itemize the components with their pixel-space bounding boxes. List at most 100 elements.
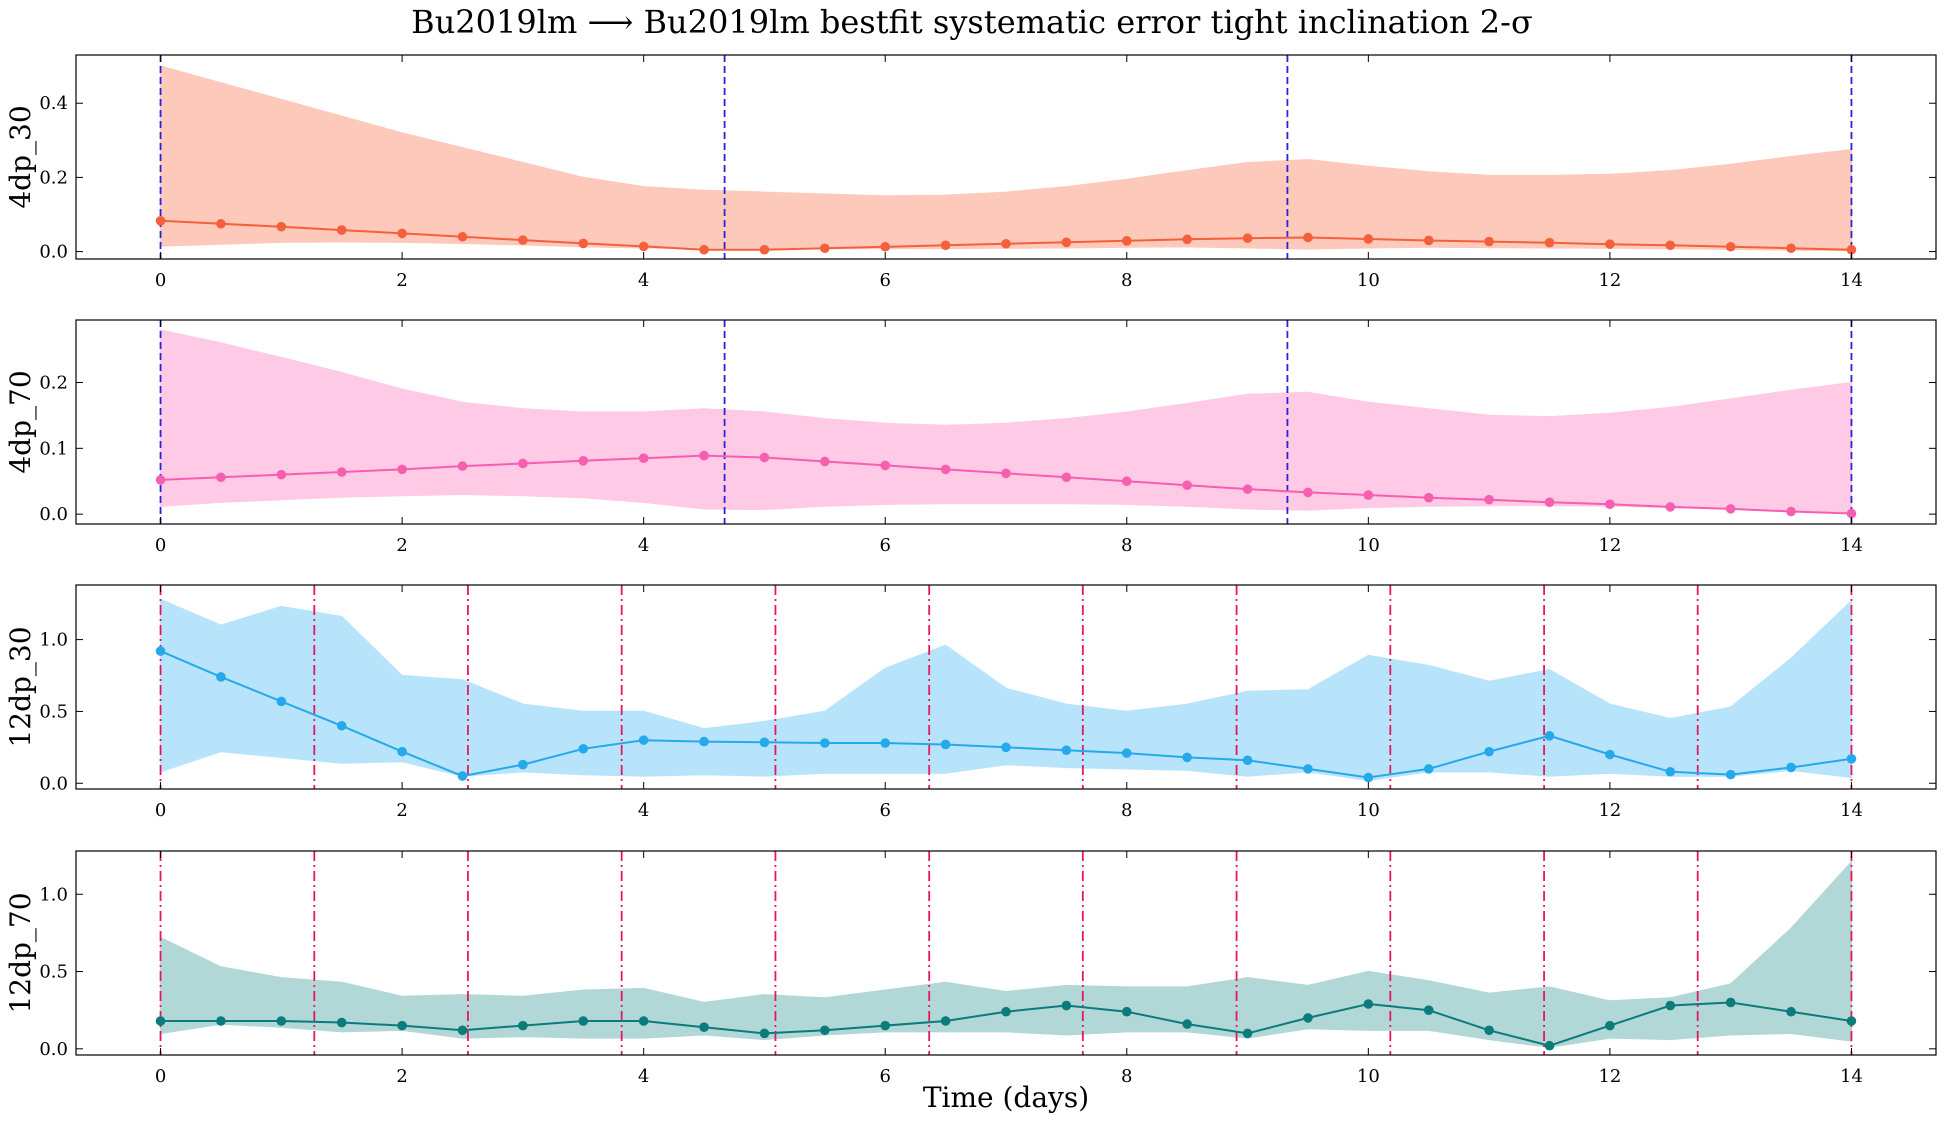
data-point [1121, 748, 1132, 758]
data-point [1121, 476, 1132, 487]
y-tick-label: 0.2 [39, 167, 68, 188]
data-point [1001, 468, 1011, 479]
data-point [578, 743, 589, 754]
data-point [578, 1016, 589, 1026]
data-point [880, 460, 891, 471]
x-tick-label: 2 [396, 535, 407, 556]
data-point [1363, 490, 1374, 500]
x-tick-label: 12 [1598, 800, 1621, 821]
data-point [336, 467, 347, 477]
data-point [1182, 752, 1192, 763]
x-tick-label: 10 [1357, 535, 1380, 556]
data-point [1242, 233, 1253, 244]
data-point [638, 241, 649, 252]
data-point [1725, 241, 1736, 252]
data-point [1665, 240, 1676, 251]
x-tick-label: 2 [396, 1066, 407, 1087]
data-point [276, 1016, 287, 1026]
data-point [1363, 999, 1374, 1009]
x-tick-label: 12 [1598, 1066, 1621, 1087]
data-point [1725, 769, 1736, 780]
x-tick-label: 14 [1840, 535, 1863, 556]
data-point [155, 1016, 166, 1026]
data-point [578, 238, 589, 249]
data-point [457, 1025, 468, 1036]
y-tick-label: 1.0 [39, 884, 68, 905]
x-tick-label: 8 [1121, 1066, 1132, 1087]
x-tick-label: 6 [879, 800, 890, 821]
data-point [940, 1016, 951, 1026]
y-tick-label: 0.0 [39, 242, 68, 263]
x-tick-label: 10 [1357, 270, 1380, 291]
x-tick-label: 2 [396, 800, 407, 821]
data-point [1363, 234, 1374, 244]
data-point [578, 456, 589, 466]
data-point [1423, 764, 1434, 774]
data-point [1242, 1028, 1253, 1039]
x-tick-label: 10 [1357, 800, 1380, 821]
x-tick-label: 14 [1840, 270, 1863, 291]
data-point [1423, 492, 1434, 503]
axes-frame [75, 850, 1937, 1056]
data-point [518, 235, 528, 245]
data-point [1303, 1013, 1313, 1023]
y-axis-label: 12dp_70 [4, 892, 37, 1013]
data-point [699, 450, 709, 461]
data-point [1605, 239, 1615, 249]
x-tick-label: 8 [1121, 535, 1132, 556]
data-point [1484, 494, 1494, 505]
data-point [397, 1020, 407, 1031]
data-point [1121, 1006, 1132, 1017]
x-tick-label: 0 [155, 535, 166, 556]
data-point [1423, 235, 1434, 246]
data-point [397, 464, 407, 475]
data-point [1786, 1006, 1796, 1017]
data-point [1484, 746, 1494, 757]
data-point [1001, 1006, 1011, 1017]
data-point [1544, 497, 1555, 508]
y-tick-label: 0.1 [39, 438, 68, 459]
data-point [518, 458, 528, 469]
data-point [1544, 731, 1555, 741]
data-point [336, 720, 347, 731]
x-tick-label: 10 [1357, 1066, 1380, 1087]
data-point [1061, 745, 1072, 756]
data-point [1363, 772, 1374, 783]
data-point [397, 746, 407, 757]
data-point [759, 1028, 770, 1039]
data-point [820, 456, 830, 467]
data-point [1303, 764, 1313, 774]
data-point [336, 225, 347, 235]
axes-frame [75, 584, 1937, 790]
data-point [457, 461, 468, 471]
data-point [1182, 480, 1192, 490]
data-point [759, 244, 770, 255]
x-tick-label: 8 [1121, 270, 1132, 291]
x-tick-label: 6 [879, 535, 890, 556]
data-point [1423, 1005, 1434, 1015]
x-axis-label: Time (days) [923, 1081, 1089, 1114]
data-point [155, 646, 166, 656]
y-tick-label: 0.5 [39, 962, 68, 983]
x-tick-label: 6 [879, 270, 890, 291]
data-point [397, 228, 407, 239]
data-point [820, 738, 830, 748]
data-point [638, 453, 649, 463]
data-point [457, 231, 468, 242]
data-point [518, 759, 528, 770]
data-point [699, 244, 709, 255]
data-point [1786, 243, 1796, 254]
error-band [159, 65, 1853, 252]
x-tick-label: 4 [638, 270, 649, 291]
data-point [940, 739, 951, 750]
data-point [1001, 238, 1011, 249]
x-tick-label: 0 [155, 270, 166, 291]
data-point [216, 672, 226, 682]
y-tick-label: 0.2 [39, 373, 68, 394]
data-point [1665, 766, 1676, 777]
data-point [216, 1016, 226, 1026]
data-point [1182, 234, 1192, 245]
